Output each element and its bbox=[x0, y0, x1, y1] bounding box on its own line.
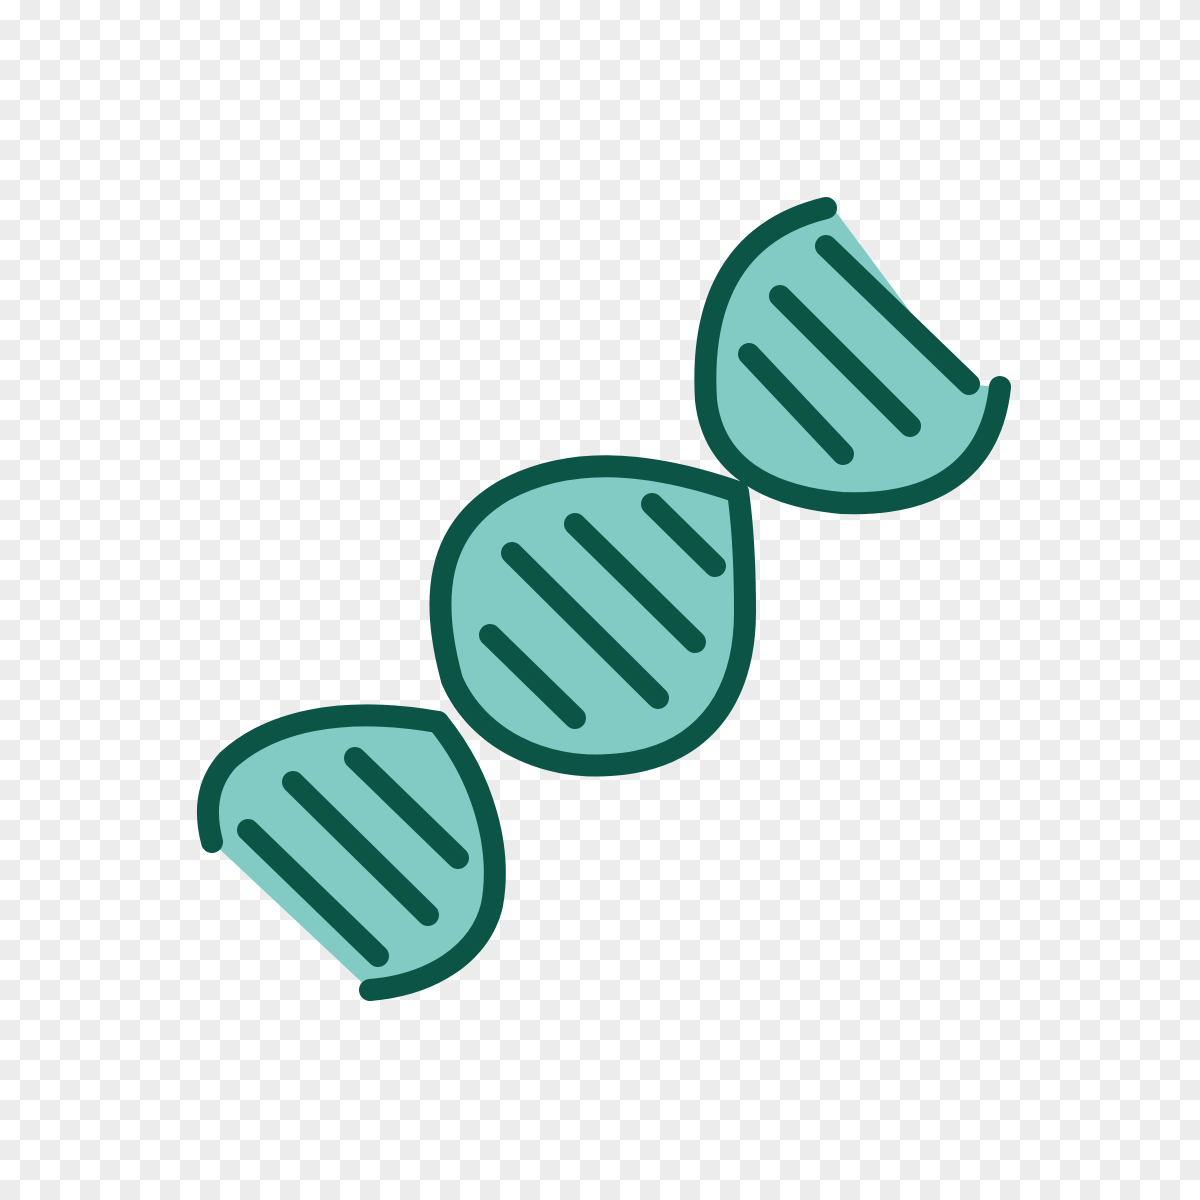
helix-strand-lower-right bbox=[359, 711, 506, 1001]
helix-rung bbox=[344, 747, 469, 869]
helix-rung bbox=[564, 513, 706, 653]
helix-strand-middle bbox=[429, 455, 756, 777]
helix-rung bbox=[815, 235, 980, 395]
helix-lobe-middle bbox=[440, 466, 745, 766]
helix-rung bbox=[501, 542, 669, 709]
helix-rung bbox=[738, 343, 854, 465]
helix-segment-middle bbox=[429, 455, 756, 777]
helix-rung bbox=[237, 819, 389, 967]
helix-strand-lower bbox=[196, 704, 449, 853]
helix-rung bbox=[479, 624, 586, 729]
helix-rung bbox=[769, 285, 921, 437]
helix-segment-upper bbox=[694, 197, 1011, 515]
helix-segment-lower bbox=[196, 704, 506, 1001]
helix-strand-upper-left bbox=[694, 197, 1011, 515]
helix-rung bbox=[282, 771, 439, 926]
helix-rung bbox=[641, 493, 726, 577]
